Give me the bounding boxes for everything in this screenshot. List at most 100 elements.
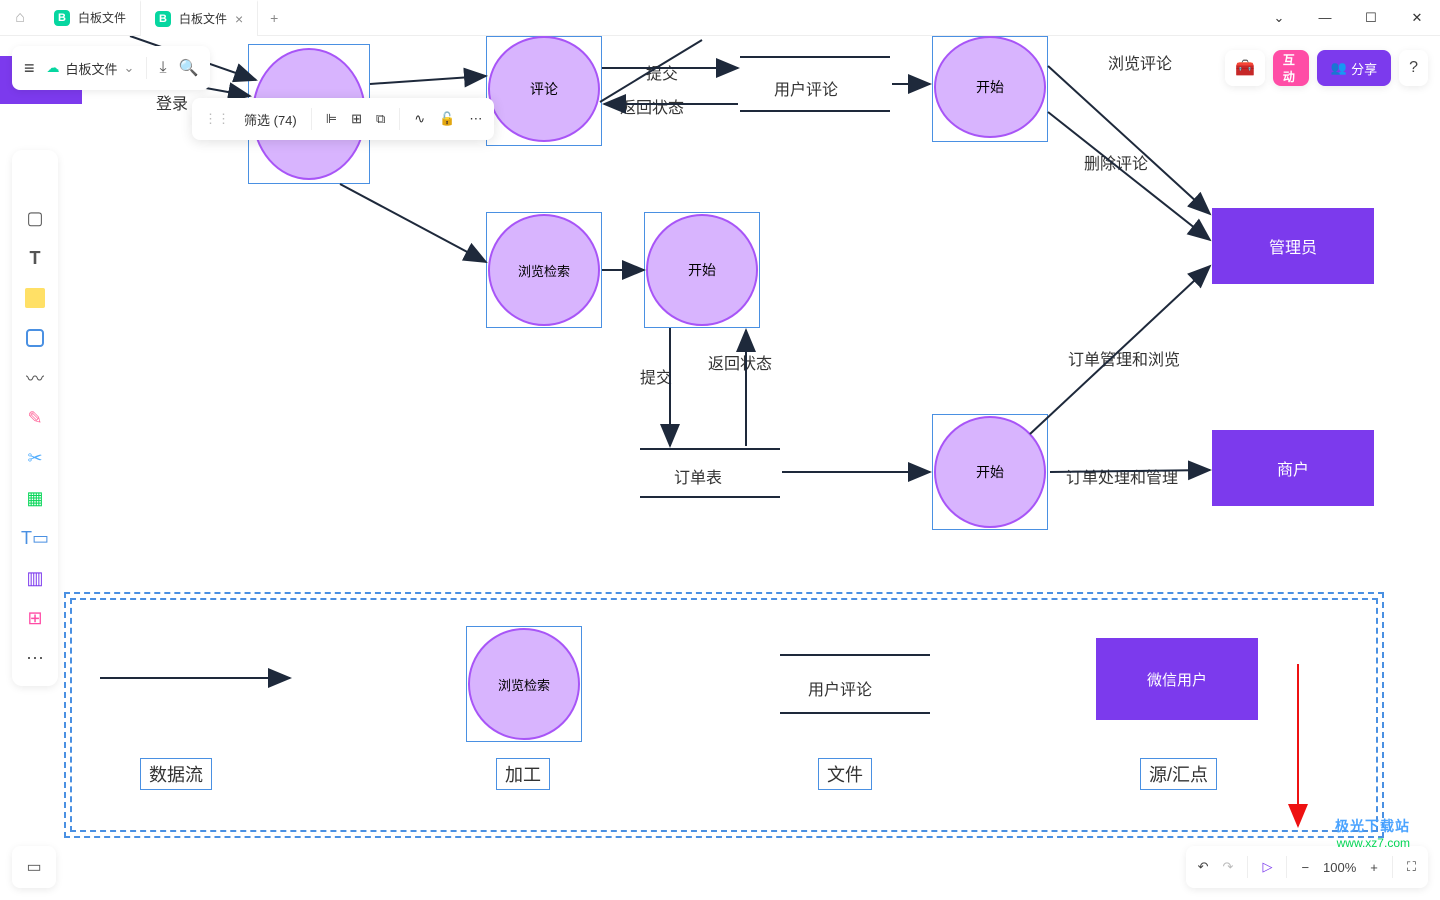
file-bar bbox=[640, 496, 780, 498]
file-bar bbox=[780, 712, 930, 714]
node-comment[interactable]: 评论 bbox=[488, 36, 600, 142]
node-label: 开始 bbox=[976, 462, 1004, 482]
titlebar: ⌂ B 白板文件 B 白板文件 × + ⌄ — ☐ ✕ bbox=[0, 0, 1440, 36]
undo-icon[interactable]: ↶ bbox=[1198, 859, 1209, 875]
template-tool-icon[interactable]: ⊞ bbox=[17, 600, 53, 636]
watermark: 极光下载站 www.xz7.com bbox=[1335, 816, 1410, 850]
node-browse-search[interactable]: 浏览检索 bbox=[488, 214, 600, 326]
redo-icon[interactable]: ↷ bbox=[1223, 859, 1234, 875]
legend-label: 源/汇点 bbox=[1140, 758, 1217, 790]
section-tool-icon[interactable]: ▥ bbox=[17, 560, 53, 596]
file-label: 用户评论 bbox=[808, 676, 872, 700]
canvas[interactable]: 评论 开始 用户评论 登录 提交 返回状态 浏览评论 删除评论 浏览检索 开始 … bbox=[0, 36, 1440, 900]
tab-2-label: 白板文件 bbox=[179, 10, 227, 27]
legend-rect[interactable]: 微信用户 bbox=[1096, 638, 1258, 720]
frame-tool-icon[interactable]: ▢ bbox=[17, 200, 53, 236]
legend-label: 文件 bbox=[818, 758, 872, 790]
shape-tool-icon[interactable] bbox=[17, 320, 53, 356]
tab-1[interactable]: B 白板文件 bbox=[40, 0, 140, 36]
zoom-level-label[interactable]: 100% bbox=[1323, 860, 1356, 875]
node-label: 评论 bbox=[530, 79, 558, 99]
node-label: 开始 bbox=[976, 77, 1004, 97]
align-icon[interactable]: ⊫ bbox=[326, 111, 337, 127]
left-toolbar: ▢ T 〰 ✎ ✂ ▦ T▭ ▥ ⊞ ⋯ bbox=[12, 150, 58, 686]
tab-close-icon[interactable]: × bbox=[235, 11, 243, 27]
note-tool-icon[interactable] bbox=[17, 280, 53, 316]
zoom-in-icon[interactable]: + bbox=[1370, 860, 1378, 875]
legend-label: 数据流 bbox=[140, 758, 212, 790]
divider bbox=[1286, 856, 1287, 878]
filename-dropdown[interactable]: ☁ 白板文件 ⌄ bbox=[47, 59, 135, 78]
node-label: 开始 bbox=[688, 260, 716, 280]
edge-label: 订单管理和浏览 bbox=[1068, 346, 1180, 370]
filename-label: 白板文件 bbox=[66, 59, 118, 78]
link-icon[interactable]: ∿ bbox=[414, 111, 425, 127]
legend-label: 加工 bbox=[496, 758, 550, 790]
tab-app-icon: B bbox=[155, 11, 171, 27]
node-label: 管理员 bbox=[1269, 234, 1317, 258]
divider bbox=[1247, 856, 1248, 878]
badge-icon[interactable]: 互动 bbox=[1273, 50, 1309, 86]
zoom-out-icon[interactable]: − bbox=[1301, 860, 1309, 875]
edge-label: 返回状态 bbox=[620, 94, 684, 118]
share-button[interactable]: 👥 分享 bbox=[1317, 50, 1391, 86]
edge-label: 订单处理和管理 bbox=[1066, 464, 1178, 488]
node-start-3[interactable]: 开始 bbox=[934, 416, 1046, 528]
export-icon[interactable]: ⤓ bbox=[159, 59, 166, 77]
tab-2[interactable]: B 白板文件 × bbox=[140, 0, 258, 36]
file-label: 用户评论 bbox=[774, 76, 838, 100]
home-icon[interactable]: ⌂ bbox=[0, 9, 40, 27]
tab-app-icon: B bbox=[54, 10, 70, 26]
node-start-1[interactable]: 开始 bbox=[934, 36, 1046, 138]
chevron-down-icon[interactable]: ⌄ bbox=[1256, 0, 1302, 36]
chevron-down-icon: ⌄ bbox=[124, 60, 135, 76]
window-controls: ⌄ — ☐ ✕ bbox=[1256, 0, 1440, 36]
right-toolbar: 🧰 互动 👥 分享 ? bbox=[1225, 46, 1428, 90]
table-tool-icon[interactable]: ▦ bbox=[17, 480, 53, 516]
divider bbox=[399, 108, 400, 130]
node-label: 商户 bbox=[1277, 456, 1309, 480]
edge-label: 浏览评论 bbox=[1108, 50, 1172, 74]
divider bbox=[146, 57, 147, 79]
minimize-icon[interactable]: — bbox=[1302, 0, 1348, 36]
node-label: 微信用户 bbox=[1147, 669, 1207, 690]
cursor-icon[interactable]: ▷ bbox=[1262, 859, 1272, 875]
node-admin[interactable]: 管理员 bbox=[1212, 208, 1374, 284]
text-tool-icon[interactable]: T bbox=[17, 240, 53, 276]
pen-tool-icon[interactable]: ✎ bbox=[17, 400, 53, 436]
file-bar bbox=[740, 56, 890, 58]
divider bbox=[1392, 856, 1393, 878]
cloud-icon: ☁ bbox=[47, 60, 60, 76]
edge-label: 返回状态 bbox=[708, 350, 772, 374]
node-start-2[interactable]: 开始 bbox=[646, 214, 758, 326]
highlight-tool-icon[interactable]: ✂ bbox=[17, 440, 53, 476]
edge-label: 删除评论 bbox=[1084, 150, 1148, 174]
bottom-toolbar: ↶ ↷ ▷ − 100% + ⛶ bbox=[1186, 846, 1428, 888]
more-icon[interactable]: ⋯ bbox=[469, 111, 482, 127]
briefcase-icon[interactable]: 🧰 bbox=[1225, 50, 1265, 86]
edge-label: 提交 bbox=[640, 364, 672, 388]
more-tools-icon[interactable]: ⋯ bbox=[17, 640, 53, 676]
legend-circle[interactable]: 浏览检索 bbox=[468, 628, 580, 740]
file-bar bbox=[640, 448, 780, 450]
grip-icon[interactable]: ⋮⋮ bbox=[204, 111, 230, 127]
node-merchant[interactable]: 商户 bbox=[1212, 430, 1374, 506]
selection-toolbar: ⋮⋮ 筛选 (74) ⊫ ⊞ ⧉ ∿ 🔓 ⋯ bbox=[192, 98, 494, 140]
help-icon[interactable]: ? bbox=[1399, 50, 1428, 86]
textblock-tool-icon[interactable]: T▭ bbox=[17, 520, 53, 556]
divider bbox=[311, 108, 312, 130]
menu-icon[interactable]: ≡ bbox=[24, 58, 35, 79]
maximize-icon[interactable]: ☐ bbox=[1348, 0, 1394, 36]
lock-icon[interactable]: 🔓 bbox=[439, 111, 455, 127]
presenter-button[interactable]: ▭ bbox=[12, 846, 56, 888]
close-window-icon[interactable]: ✕ bbox=[1394, 0, 1440, 36]
crop-icon[interactable]: ⧉ bbox=[376, 111, 385, 127]
search-icon[interactable]: 🔍 bbox=[179, 58, 199, 78]
fit-icon[interactable]: ⛶ bbox=[1407, 859, 1416, 875]
new-tab-button[interactable]: + bbox=[258, 10, 290, 26]
edge-label: 登录 bbox=[156, 90, 188, 114]
distribute-icon[interactable]: ⊞ bbox=[351, 111, 362, 127]
ai-tool-icon[interactable] bbox=[17, 160, 53, 196]
watermark-title: 极光下载站 bbox=[1335, 816, 1410, 836]
connector-tool-icon[interactable]: 〰 bbox=[17, 360, 53, 396]
